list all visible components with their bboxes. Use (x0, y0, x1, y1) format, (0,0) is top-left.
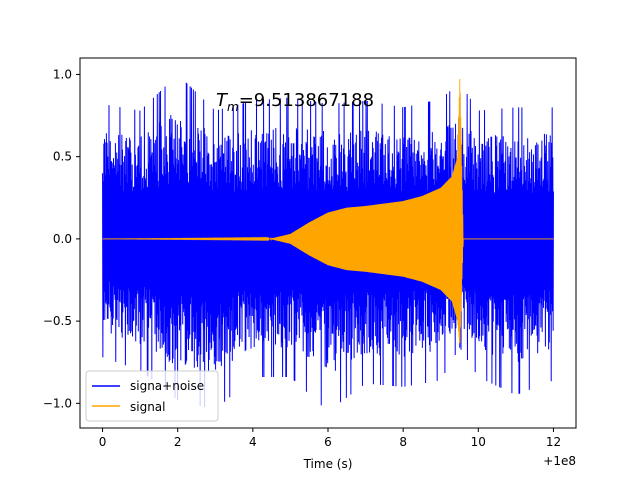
x-tick-label: 0 (99, 435, 107, 449)
x-tick-label: 6 (324, 435, 332, 449)
x-axis-label: Time (s) (303, 457, 353, 471)
series-layer (102, 79, 554, 408)
x-axis: 0 2 4 6 8 10 12 (99, 428, 561, 449)
x-offset-label: +1e8 (543, 454, 576, 468)
annotation-symbol: T (216, 90, 229, 111)
annotation: Tm=9.513867188 (216, 90, 374, 114)
series-signal-noise-line (102, 82, 554, 408)
legend-label-signal: signal (130, 400, 166, 414)
y-tick-label: 0.0 (53, 232, 72, 246)
x-tick-label: 10 (471, 435, 486, 449)
y-tick-label: 1.0 (53, 67, 72, 81)
y-tick-label: −1.0 (43, 396, 72, 410)
y-tick-label: −0.5 (43, 314, 72, 328)
x-tick-label: 8 (399, 435, 407, 449)
y-axis: −1.0 −0.5 0.0 0.5 1.0 (43, 67, 80, 410)
y-tick-label: 0.5 (53, 150, 72, 164)
x-tick-label: 4 (249, 435, 257, 449)
legend-label-signal-noise: signa+noise (130, 379, 204, 393)
plot-area (102, 79, 554, 408)
annotation-value: =9.513867188 (239, 90, 374, 111)
annotation-subscript: m (227, 100, 239, 114)
legend-box (85, 370, 219, 422)
x-tick-label: 12 (546, 435, 561, 449)
x-tick-label: 2 (174, 435, 182, 449)
legend: signa+noise signal (85, 370, 219, 422)
series-signal-line (102, 79, 554, 344)
